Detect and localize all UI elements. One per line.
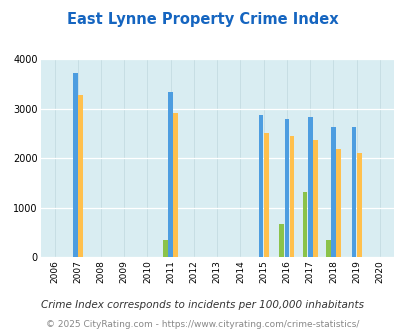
Bar <box>312 140 317 257</box>
Bar <box>356 153 361 257</box>
Bar <box>289 136 294 257</box>
Bar <box>302 191 307 257</box>
Bar <box>258 115 263 257</box>
Text: Crime Index corresponds to incidents per 100,000 inhabitants: Crime Index corresponds to incidents per… <box>41 300 364 310</box>
Bar <box>78 95 83 257</box>
Bar <box>351 127 356 257</box>
Bar <box>163 240 168 257</box>
Text: © 2025 CityRating.com - https://www.cityrating.com/crime-statistics/: © 2025 CityRating.com - https://www.city… <box>46 319 359 329</box>
Bar <box>263 133 268 257</box>
Text: East Lynne Property Crime Index: East Lynne Property Crime Index <box>67 12 338 26</box>
Bar <box>307 117 312 257</box>
Bar <box>72 73 77 257</box>
Bar <box>330 127 335 257</box>
Bar <box>325 240 330 257</box>
Bar <box>168 92 173 257</box>
Bar <box>279 224 284 257</box>
Bar <box>284 119 289 257</box>
Bar <box>335 149 340 257</box>
Bar <box>173 113 178 257</box>
